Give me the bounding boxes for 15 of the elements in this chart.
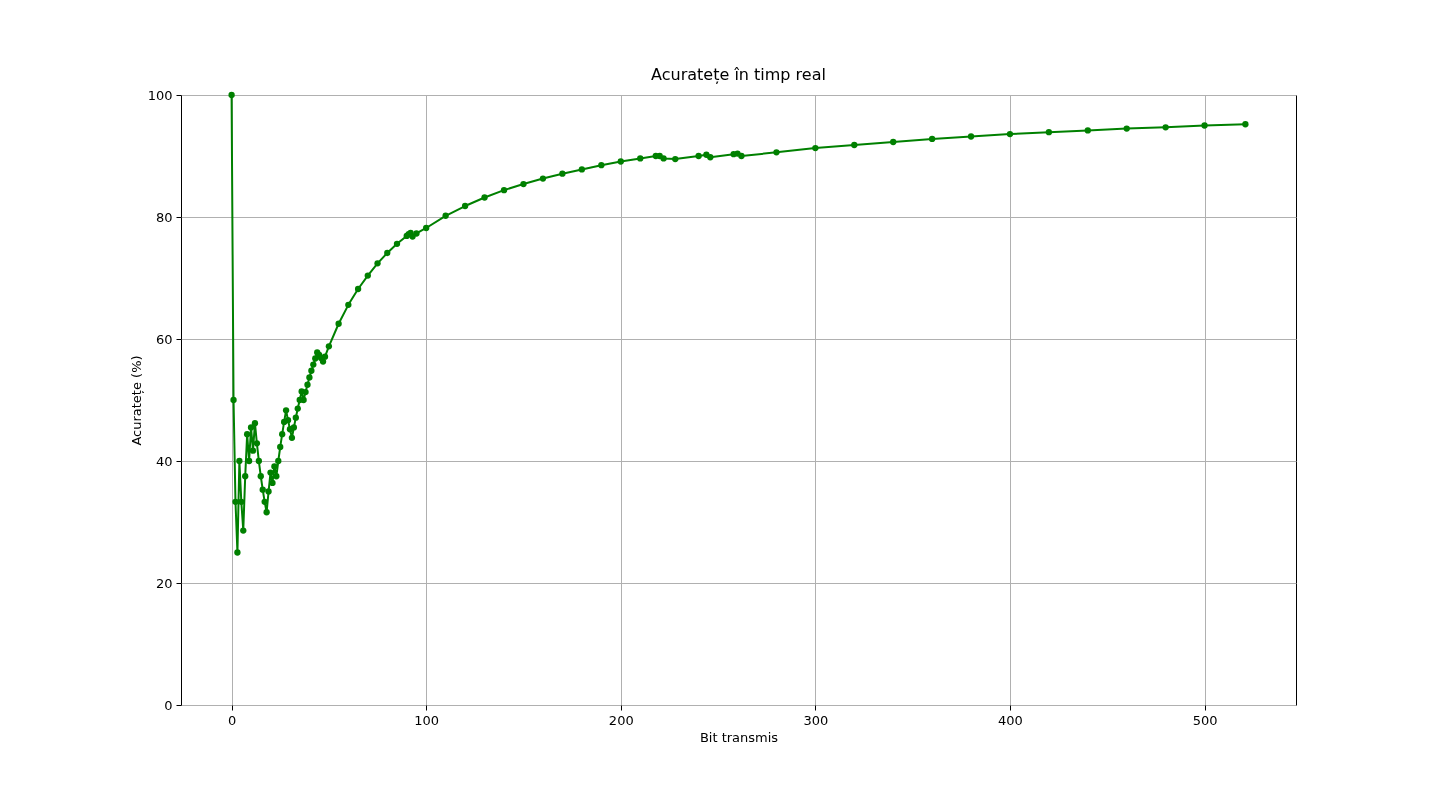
x-tick-label: 500 — [1192, 712, 1218, 728]
y-tick-label: 80 — [155, 209, 173, 225]
x-tick-label: 200 — [608, 712, 634, 728]
y-tick-label: 100 — [147, 87, 173, 103]
x-tick-label: 100 — [414, 712, 440, 728]
y-axis-title: Acuratețe (%) — [128, 355, 144, 446]
x-tick-label: 300 — [803, 712, 829, 728]
x-axis-title: Bit transmis — [699, 729, 779, 745]
y-tick-label: 20 — [155, 575, 173, 591]
y-tick-label: 60 — [155, 331, 173, 347]
x-tick-label: 0 — [227, 712, 237, 728]
y-tick-label: 0 — [164, 697, 173, 713]
x-tick-label: 400 — [998, 712, 1023, 728]
y-tick-label: 40 — [155, 453, 173, 469]
chart-title: Acuratețe în timp real — [651, 65, 826, 84]
